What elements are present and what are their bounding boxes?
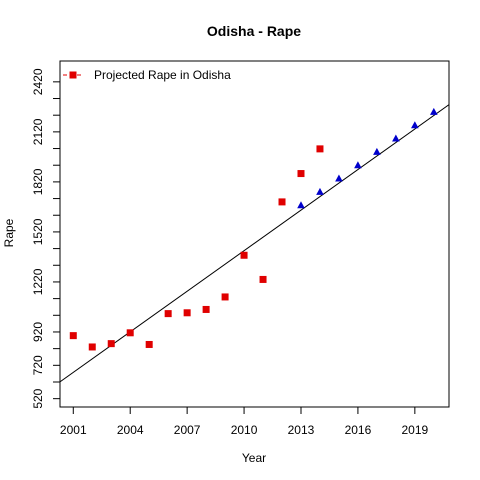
y-tick-label: 920 [31,322,45,342]
y-tick-label: 520 [31,388,45,408]
observed-point [202,305,210,313]
projected-point [392,134,400,142]
y-tick-label: 1820 [31,168,45,195]
legend-marker [69,71,77,79]
y-tick-label: 2420 [31,68,45,95]
observed-point [69,332,77,340]
observed-point [316,145,324,153]
projected-point [411,121,419,129]
projected-point [373,147,381,155]
observed-point [88,343,96,351]
x-tick-label: 2019 [401,423,428,437]
x-tick-label: 2013 [288,423,315,437]
y-tick-label: 2120 [31,118,45,145]
y-tick-label: 1220 [31,268,45,295]
y-axis-label: Rape [2,218,16,247]
x-tick-label: 2001 [60,423,87,437]
x-tick-label: 2016 [345,423,372,437]
observed-point [107,340,115,348]
projected-point [316,187,324,195]
observed-point [164,310,172,318]
projected-point [297,201,305,209]
x-tick-label: 2007 [174,423,201,437]
observed-point [183,309,191,317]
observed-point [278,198,286,206]
plot-frame [59,60,450,408]
trend-line [60,104,449,383]
observed-point [145,340,153,348]
observed-point [297,170,305,178]
observed-point [240,251,248,259]
x-tick-label: 2010 [231,423,258,437]
observed-point [259,275,267,283]
observed-point [221,293,229,301]
chart-title: Odisha - Rape [207,23,301,39]
projected-point [335,174,343,182]
x-axis-label: Year [242,451,266,465]
y-tick-label: 720 [31,355,45,375]
x-tick-label: 2004 [117,423,144,437]
projected-point [430,107,438,115]
y-tick-label: 1520 [31,218,45,245]
observed-point [126,329,134,337]
plot-area: 2001 2004 2007 2010 2013 2016 2019 520 720 920 122… [31,60,450,437]
projected-point [354,161,362,169]
legend-label: Projected Rape in Odisha [94,68,231,82]
